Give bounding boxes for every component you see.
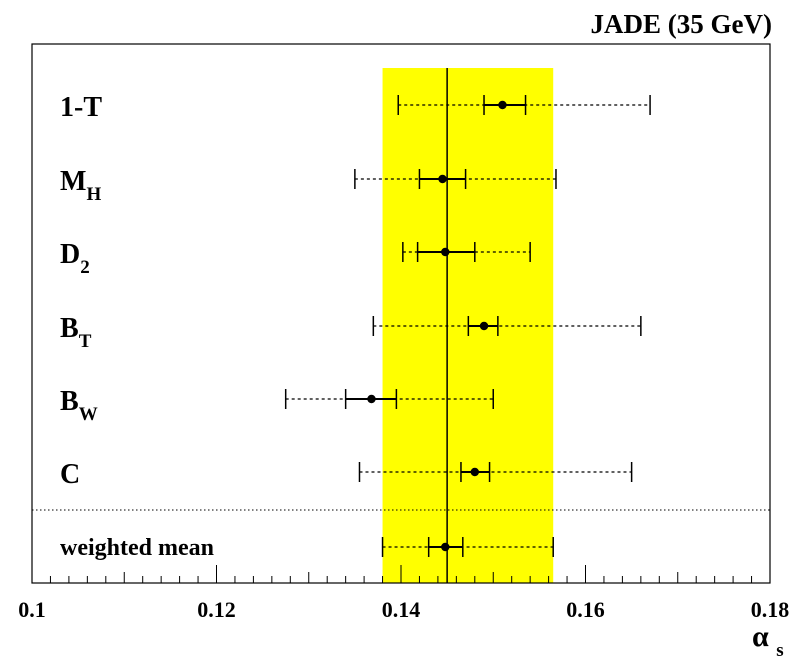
data-point: [479, 321, 489, 331]
row-label-main: D: [60, 239, 80, 270]
row-label-subscript: T: [79, 331, 92, 352]
x-axis-ticks: 0.1 0.12 0.14 0.16 0.18: [18, 565, 789, 622]
row-label: weighted mean: [60, 535, 214, 561]
row-label: C: [60, 459, 80, 490]
row-label-main: B: [60, 313, 79, 344]
error-bars-layer: [284, 95, 651, 557]
x-tick-label: 0.16: [566, 597, 605, 622]
data-point: [441, 542, 450, 552]
row-label: BW: [60, 386, 98, 425]
x-axis-label-symbol: α: [752, 620, 769, 653]
row-label-subscript: 2: [80, 257, 90, 278]
row-label: 1-T: [60, 92, 102, 123]
data-row: [381, 537, 554, 557]
data-point: [367, 394, 376, 404]
x-tick-label: 0.12: [197, 597, 236, 622]
row-label: BT: [60, 313, 92, 352]
data-point: [438, 174, 447, 184]
data-point: [498, 100, 507, 110]
row-label-main: 1-T: [60, 92, 102, 123]
row-label: MH: [60, 166, 101, 205]
row-label-main: M: [60, 166, 86, 197]
x-tick-label: 0.1: [18, 597, 46, 622]
data-row: [284, 389, 494, 409]
row-label-subscript: H: [86, 184, 101, 205]
row-label-main: B: [60, 386, 79, 417]
data-row: [358, 462, 633, 482]
data-row: [402, 242, 531, 262]
data-row: [397, 95, 651, 115]
data-row: [372, 316, 642, 336]
chart-title: JADE (35 GeV): [591, 9, 772, 39]
row-label-subscript: W: [79, 404, 98, 425]
data-point: [470, 467, 479, 477]
x-axis-label-subscript: s: [776, 640, 783, 661]
x-tick-label: 0.18: [751, 597, 790, 622]
x-tick-label: 0.14: [382, 597, 421, 622]
data-point: [441, 247, 450, 257]
x-axis-label: α s: [752, 620, 784, 661]
row-label-main: C: [60, 459, 80, 490]
data-row: [354, 169, 557, 189]
row-label: D2: [60, 239, 90, 278]
row-label-main: weighted mean: [60, 535, 214, 561]
